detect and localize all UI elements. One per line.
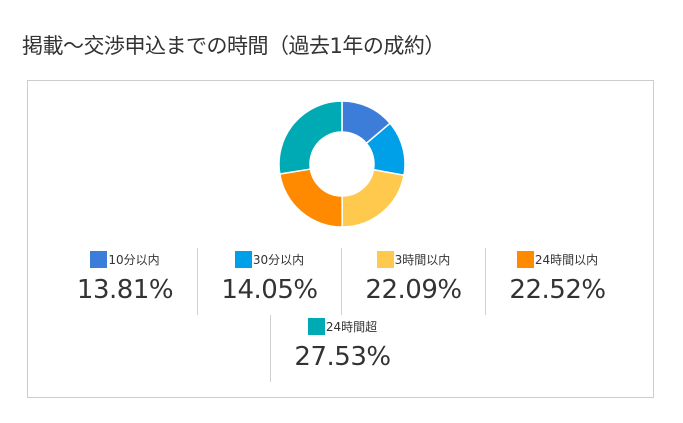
donut-slice[interactable]: [341, 168, 405, 228]
legend-item-24hours: 24時間以内 22.52%: [485, 248, 629, 315]
legend-label: 24時間超: [325, 320, 378, 334]
page-title: 掲載〜交渉申込までの時間（過去1年の成約）: [22, 34, 445, 58]
legend-swatch-icon: [376, 251, 394, 268]
legend-item-10min: 10分以内 13.81%: [53, 248, 197, 315]
donut-slice[interactable]: [278, 168, 343, 228]
legend-item-3hours: 3時間以内 22.09%: [341, 248, 485, 315]
legend-swatch-icon: [234, 251, 252, 268]
legend-label: 30分以内: [252, 253, 305, 267]
legend-value: 27.53%: [294, 342, 391, 372]
legend-label: 3時間以内: [394, 253, 451, 267]
legend-swatch-icon: [90, 251, 108, 268]
donut-chart: [278, 100, 406, 228]
legend-swatch-icon: [307, 318, 325, 335]
chart-card: [27, 80, 654, 398]
legend-label: 24時間以内: [534, 253, 599, 267]
legend-value: 13.81%: [76, 275, 174, 305]
legend-value: 14.05%: [221, 275, 318, 305]
legend-item-over-24hours: 24時間超 27.53%: [270, 315, 414, 382]
donut-slice[interactable]: [278, 100, 343, 175]
legend-item-30min: 30分以内 14.05%: [197, 248, 341, 315]
legend-value: 22.09%: [365, 275, 462, 305]
legend-value: 22.52%: [509, 275, 606, 305]
legend-label: 10分以内: [108, 253, 160, 267]
legend-swatch-icon: [516, 251, 534, 268]
